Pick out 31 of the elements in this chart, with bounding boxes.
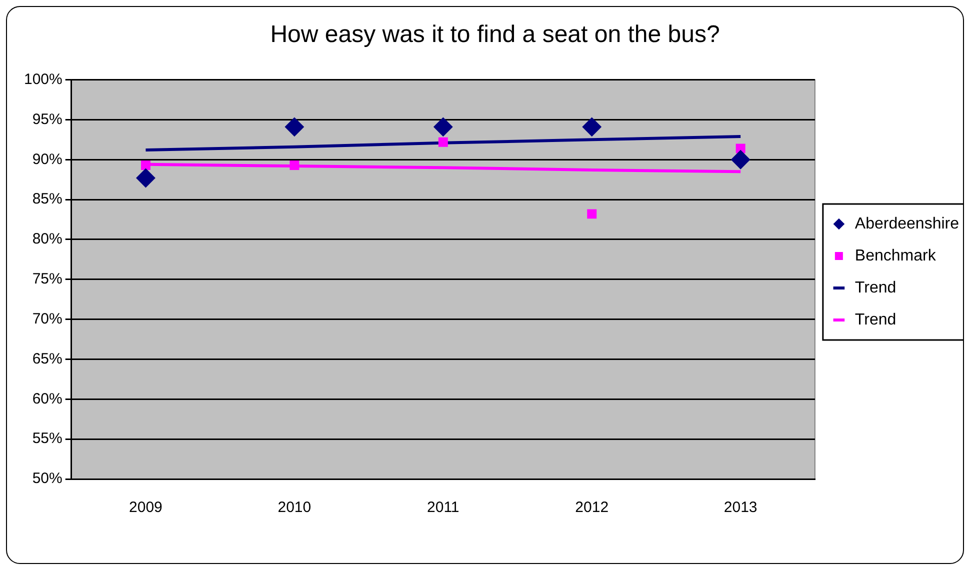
point	[438, 137, 448, 147]
point	[284, 117, 304, 136]
x-tick-label: 2011	[427, 499, 460, 516]
y-tick-label: 70%	[32, 310, 62, 328]
legend-label: Trend	[854, 311, 896, 328]
y-tick-label: 100%	[24, 70, 62, 88]
legend-label: Benchmark	[854, 247, 937, 264]
y-tick-label: 90%	[32, 150, 62, 168]
x-tick-label: 2009	[129, 499, 162, 516]
y-tick-label: 65%	[32, 350, 62, 368]
chart-title: How easy was it to find a seat on the bus?	[270, 21, 720, 48]
point	[434, 117, 453, 136]
x-tick-label: 2013	[724, 499, 758, 516]
x-tick-label: 2012	[575, 499, 609, 516]
x-tick-label: 2010	[278, 499, 312, 516]
point	[582, 117, 602, 136]
point	[731, 150, 750, 170]
legend-label: Trend	[854, 279, 896, 296]
y-tick-label: 60%	[32, 390, 62, 408]
y-tick-label: 75%	[32, 270, 62, 288]
point	[290, 160, 300, 170]
point	[136, 168, 156, 188]
y-tick-label: 55%	[32, 430, 62, 448]
point	[140, 160, 150, 170]
y-tick-label: 50%	[32, 470, 62, 488]
point	[736, 144, 746, 154]
y-tick-label: 80%	[32, 230, 62, 248]
legend-label: Aberdeenshire	[854, 215, 960, 232]
point	[587, 209, 597, 219]
y-tick-label: 85%	[32, 190, 62, 208]
y-tick-label: 95%	[32, 110, 62, 128]
